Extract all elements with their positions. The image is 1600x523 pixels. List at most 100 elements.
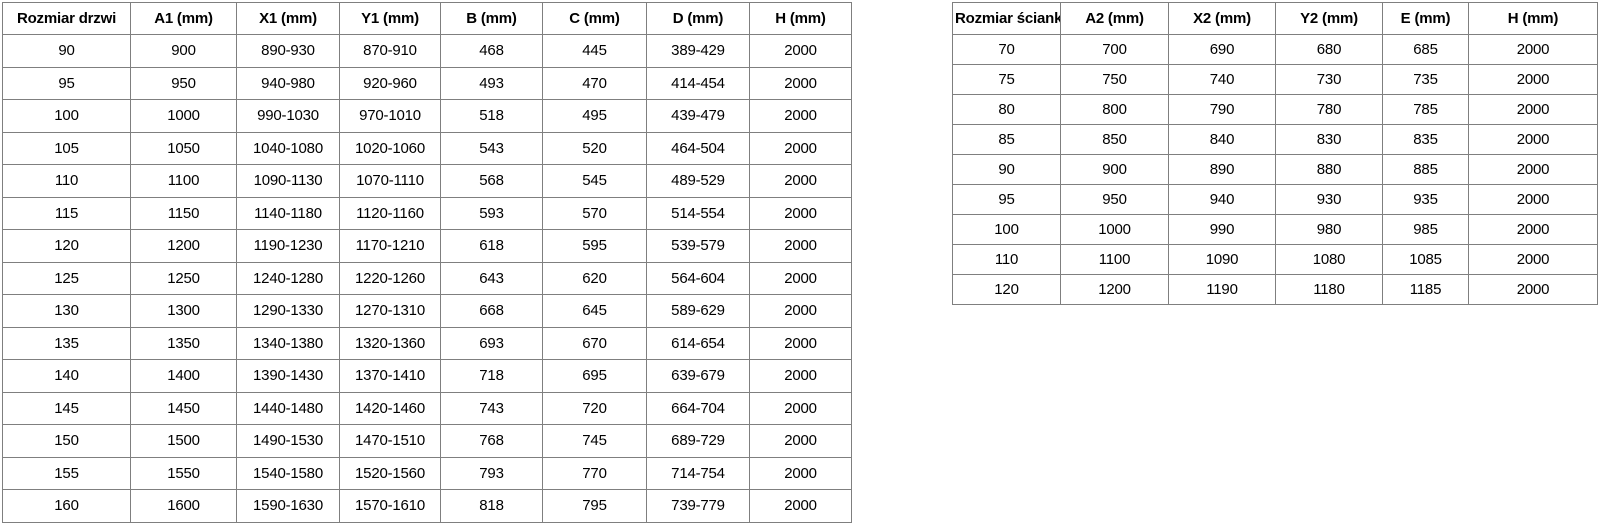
- table-cell: 1000: [1060, 214, 1169, 245]
- table-cell: 1390-1430: [236, 359, 340, 393]
- column-header: A2 (mm): [1060, 2, 1169, 35]
- table-cell: 735: [1382, 64, 1469, 95]
- table-cell: 664-704: [646, 391, 750, 425]
- column-header: Y2 (mm): [1275, 2, 1383, 35]
- table-cell: 618: [440, 229, 543, 263]
- table-row: 80 800 790 780 785 2000: [952, 94, 1598, 125]
- row-label-cell: 120: [2, 229, 131, 263]
- table-cell: 1550: [130, 456, 237, 490]
- table-cell: 1500: [130, 424, 237, 458]
- table-cell: 785: [1382, 94, 1469, 125]
- column-header: D (mm): [646, 2, 750, 35]
- column-header: C (mm): [542, 2, 647, 35]
- table-cell: 1140-1180: [236, 196, 340, 230]
- row-label-cell: 140: [2, 359, 131, 393]
- table-cell: 693: [440, 326, 543, 360]
- table-cell: 940: [1168, 184, 1276, 215]
- table-cell: 700: [1060, 34, 1169, 65]
- table-cell: 514-554: [646, 196, 750, 230]
- table-cell: 1150: [130, 196, 237, 230]
- table-cell: 745: [542, 424, 647, 458]
- table-row: 105 1050 1040-1080 1020-1060 543 520 464-504 20…: [2, 131, 852, 165]
- table-cell: 2000: [749, 326, 852, 360]
- row-label-cell: 100: [952, 214, 1061, 245]
- table-cell: 570: [542, 196, 647, 230]
- table-cell: 2000: [749, 66, 852, 100]
- table-cell: 2000: [749, 456, 852, 490]
- table-cell: 850: [1060, 124, 1169, 155]
- table-cell: 793: [440, 456, 543, 490]
- table-cell: 614-654: [646, 326, 750, 360]
- table-cell: 940-980: [236, 66, 340, 100]
- table-cell: 1420-1460: [339, 391, 441, 425]
- table-cell: 1490-1530: [236, 424, 340, 458]
- table-cell: 593: [440, 196, 543, 230]
- row-label-cell: 130: [2, 294, 131, 328]
- table-cell: 645: [542, 294, 647, 328]
- table-cell: 2000: [749, 229, 852, 263]
- table-cell: 2000: [749, 99, 852, 133]
- table-cell: 1600: [130, 489, 237, 523]
- column-header: Y1 (mm): [339, 2, 441, 35]
- table-row: 70 700 690 680 685 2000: [952, 34, 1598, 65]
- table-header-row: Rozmiar drzwi A1 (mm) X1 (mm) Y1 (mm) B (mm)…: [2, 2, 852, 35]
- table-cell: 2000: [749, 164, 852, 198]
- table-cell: 1320-1360: [339, 326, 441, 360]
- table-cell: 2000: [1468, 34, 1598, 65]
- row-label-cell: 90: [2, 34, 131, 68]
- table-cell: 445: [542, 34, 647, 68]
- table-cell: 900: [130, 34, 237, 68]
- table-cell: 595: [542, 229, 647, 263]
- table-row: 95 950 940-980 920-960 493 470 414-454 2000: [2, 66, 852, 100]
- row-label-cell: 95: [2, 66, 131, 100]
- table-cell: 1400: [130, 359, 237, 393]
- row-label-cell: 160: [2, 489, 131, 523]
- table-cell: 714-754: [646, 456, 750, 490]
- table-cell: 1100: [130, 164, 237, 198]
- table-cell: 1200: [1060, 274, 1169, 305]
- table-cell: 1250: [130, 261, 237, 295]
- table-cell: 518: [440, 99, 543, 133]
- table-cell: 2000: [749, 424, 852, 458]
- table-cell: 439-479: [646, 99, 750, 133]
- table-cell: 1240-1280: [236, 261, 340, 295]
- table-cell: 389-429: [646, 34, 750, 68]
- table-cell: 685: [1382, 34, 1469, 65]
- table-cell: 980: [1275, 214, 1383, 245]
- table-cell: 689-729: [646, 424, 750, 458]
- row-label-cell: 80: [952, 94, 1061, 125]
- table-row: 90 900 890-930 870-910 468 445 389-429 2000: [2, 34, 852, 68]
- table-cell: 1590-1630: [236, 489, 340, 523]
- table-cell: 750: [1060, 64, 1169, 95]
- table-row: 115 1150 1140-1180 1120-1160 593 570 514-554 20…: [2, 196, 852, 230]
- wall-size-table-header: Rozmiar ścianki A2 (mm) X2 (mm) Y2 (mm) E (m…: [952, 2, 1598, 35]
- table-cell: 680: [1275, 34, 1383, 65]
- table-cell: 1180: [1275, 274, 1383, 305]
- table-cell: 900: [1060, 154, 1169, 185]
- table-cell: 545: [542, 164, 647, 198]
- door-size-table-body: 90 900 890-930 870-910 468 445 389-429 2000 95 95…: [2, 34, 852, 523]
- table-row: 135 1350 1340-1380 1320-1360 693 670 614-654 20…: [2, 326, 852, 360]
- table-row: 130 1300 1290-1330 1270-1310 668 645 589-629 20…: [2, 294, 852, 328]
- table-cell: 1340-1380: [236, 326, 340, 360]
- table-cell: 780: [1275, 94, 1383, 125]
- table-cell: 643: [440, 261, 543, 295]
- table-cell: 970-1010: [339, 99, 441, 133]
- table-row: 100 1000 990-1030 970-1010 518 495 439-479 2000: [2, 99, 852, 133]
- table-cell: 2000: [749, 131, 852, 165]
- table-cell: 1090: [1168, 244, 1276, 275]
- table-header-row: Rozmiar ścianki A2 (mm) X2 (mm) Y2 (mm) E (m…: [952, 2, 1598, 35]
- table-cell: 768: [440, 424, 543, 458]
- column-header: X1 (mm): [236, 2, 340, 35]
- door-size-table-header: Rozmiar drzwi A1 (mm) X1 (mm) Y1 (mm) B (mm)…: [2, 2, 852, 35]
- table-cell: 770: [542, 456, 647, 490]
- table-cell: 1000: [130, 99, 237, 133]
- table-cell: 1100: [1060, 244, 1169, 275]
- table-cell: 1190: [1168, 274, 1276, 305]
- table-cell: 985: [1382, 214, 1469, 245]
- row-label-cell: 110: [952, 244, 1061, 275]
- table-cell: 2000: [1468, 184, 1598, 215]
- row-label-cell: 90: [952, 154, 1061, 185]
- table-row: 75 750 740 730 735 2000: [952, 64, 1598, 95]
